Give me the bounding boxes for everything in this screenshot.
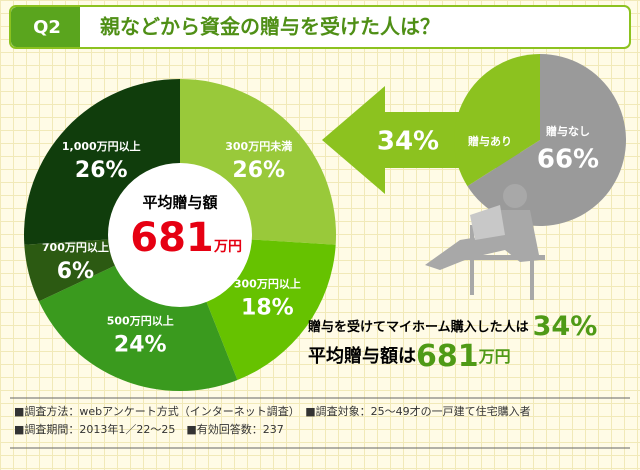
slice-category: 700万円以上	[42, 240, 109, 254]
slice-value-label: 24%	[114, 332, 167, 357]
slice-category: 1,000万円以上	[62, 139, 141, 153]
footer-line: ■調査方法：webアンケート方式（インターネット調査） ■調査対象：25～49才…	[14, 404, 531, 418]
donut-hole	[108, 163, 252, 307]
center-unit: 万円	[213, 239, 242, 255]
slice-value-label: 26%	[75, 158, 128, 183]
summary-line2: 平均贈与額は681万円	[308, 339, 511, 374]
person-silhouette	[425, 184, 545, 300]
slice-value-label: 6%	[57, 259, 94, 284]
header-tag-box	[11, 7, 80, 47]
footer-line: ■調査期間：2013年1／22～25 ■有効回答数：237	[14, 422, 284, 436]
header-tag: Q2	[33, 17, 61, 38]
slice-value-label: 26%	[232, 158, 285, 183]
summary-line1: 贈与を受けてマイホーム購入した人は 34%	[308, 311, 597, 342]
header-box	[9, 5, 631, 49]
center-value: 681	[130, 215, 214, 261]
slice-value-label: 34%	[377, 127, 439, 157]
pie-slice	[467, 54, 626, 226]
slice-category: 贈与あり	[468, 134, 512, 148]
center-label: 平均贈与額	[142, 194, 217, 212]
slice-category: 300万円以上	[234, 276, 301, 290]
slice-category: 500万円以上	[107, 313, 174, 327]
slice-value-label: 66%	[537, 145, 599, 175]
header-title: 親などから資金の贈与を受けた人は？	[100, 15, 440, 39]
slice-category: 300万円未満	[225, 139, 292, 153]
pie-slice	[454, 54, 540, 187]
slice-value-label: 18%	[241, 295, 294, 320]
slice-category: 贈与なし	[546, 124, 590, 138]
